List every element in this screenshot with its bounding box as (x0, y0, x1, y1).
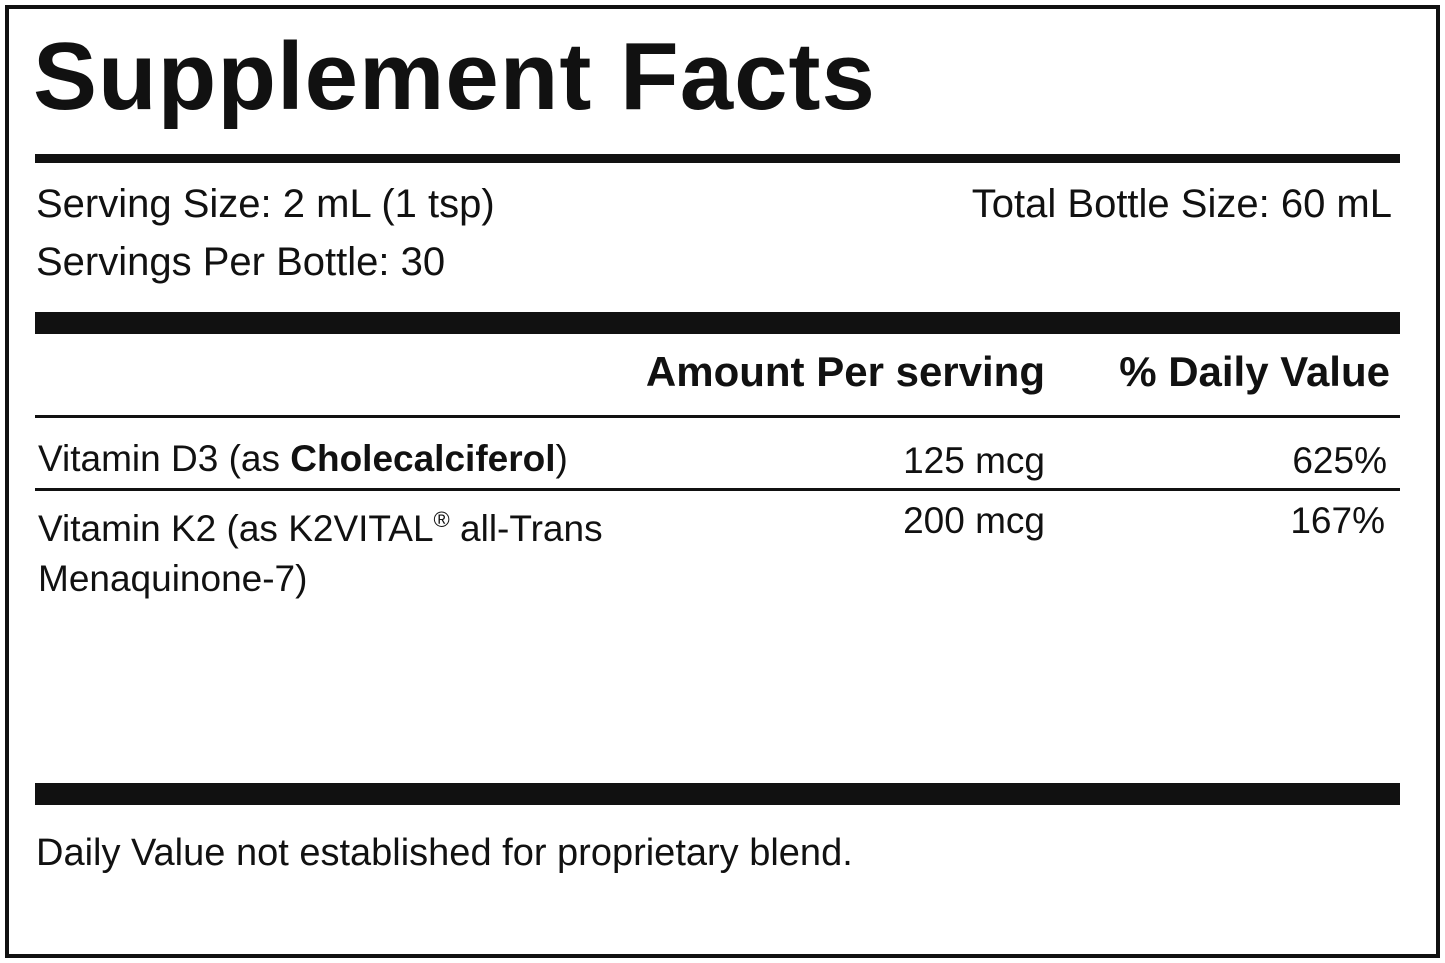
rule (35, 154, 1400, 163)
text: ) (555, 438, 568, 479)
amount: 200 mcg (903, 500, 1045, 541)
thick-rule (35, 312, 1400, 334)
text: all-Trans Menaquinone-7) (38, 508, 603, 599)
text: Vitamin D3 (as (38, 438, 291, 479)
footnote: Daily Value not established for propriet… (36, 832, 853, 874)
amount-header: Amount Per serving (645, 348, 1045, 395)
text: Vitamin K2 (as K2VITAL (38, 508, 434, 549)
servings-per-bottle: Servings Per Bottle: 30 (36, 240, 446, 284)
rule (35, 415, 1400, 418)
label-border (5, 5, 1440, 958)
title: Supplement Facts (33, 23, 876, 130)
nutrient-name: Vitamin D3 (as Cholecalciferol) (38, 434, 718, 484)
serving-size: Serving Size: 2 mL (1 tsp) (36, 182, 495, 226)
rule (35, 488, 1400, 491)
text: Cholecalciferol (290, 438, 556, 479)
nutrient-name: Vitamin K2 (as K2VITAL® all-Trans Menaqu… (38, 495, 678, 604)
bottle-size: Total Bottle Size: 60 mL (971, 182, 1392, 226)
text: ® (433, 507, 450, 532)
thick-rule (35, 783, 1400, 805)
daily-value-header: % Daily Value (1119, 348, 1390, 395)
daily-value: 625% (1292, 440, 1387, 481)
daily-value: 167% (1290, 500, 1385, 541)
amount: 125 mcg (903, 440, 1045, 481)
